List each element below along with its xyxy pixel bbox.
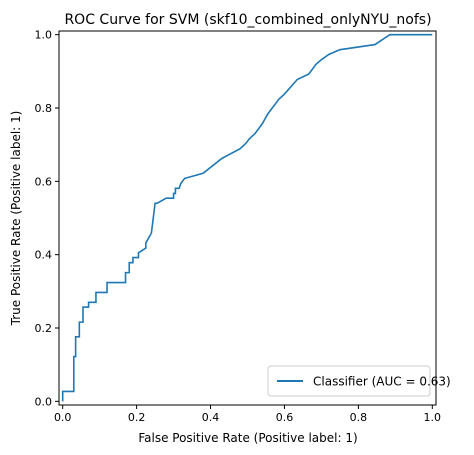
y-tick-label: 0.4 bbox=[35, 249, 53, 262]
y-tick-label: 0.8 bbox=[35, 102, 53, 115]
y-tick-label: 0.0 bbox=[35, 395, 53, 408]
x-tick-label: 0.6 bbox=[276, 411, 294, 424]
legend-label: Classifier (AUC = 0.63) bbox=[313, 375, 451, 389]
x-tick-label: 0.0 bbox=[54, 411, 72, 424]
x-axis-ticks: 0.0 0.2 0.4 0.6 0.8 1.0 bbox=[54, 405, 441, 424]
y-axis-ticks: 0.0 0.2 0.4 0.6 0.8 1.0 bbox=[35, 29, 59, 408]
y-axis-label: True Positive Rate (Positive label: 1) bbox=[9, 111, 23, 327]
x-tick-label: 0.4 bbox=[202, 411, 220, 424]
x-axis-label: False Positive Rate (Positive label: 1) bbox=[138, 431, 357, 445]
y-tick-label: 0.6 bbox=[35, 175, 53, 188]
x-tick-label: 1.0 bbox=[424, 411, 442, 424]
plot-frame bbox=[58, 30, 437, 406]
roc-curve-line bbox=[61, 33, 433, 402]
legend-box bbox=[267, 365, 431, 397]
x-tick-label: 0.8 bbox=[350, 411, 368, 424]
chart-title: ROC Curve for SVM (skf10_combined_onlyNY… bbox=[64, 12, 431, 28]
series-layer bbox=[61, 33, 433, 402]
chart-legend: Classifier (AUC = 0.63) bbox=[267, 365, 451, 397]
x-tick-label: 0.2 bbox=[128, 411, 146, 424]
y-tick-label: 0.2 bbox=[35, 322, 53, 335]
y-tick-label: 1.0 bbox=[35, 29, 53, 42]
